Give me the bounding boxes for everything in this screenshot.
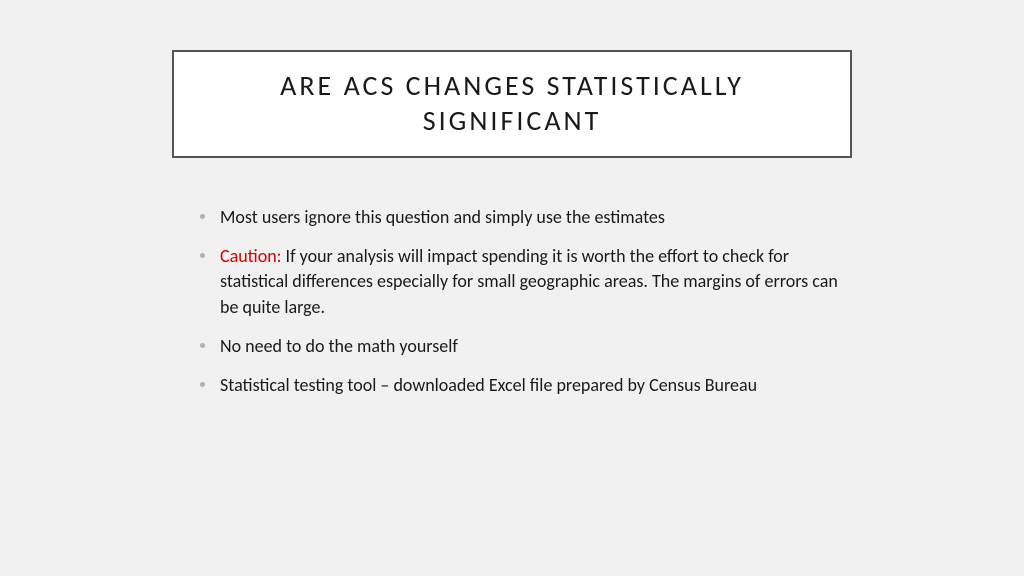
bullet-list: Most users ignore this question and simp… [200,205,840,412]
caution-label: Caution: [220,245,281,267]
slide-title: ARE ACS CHANGES STATISTICALLY SIGNIFICAN… [194,68,830,138]
bullet-dot-icon [200,343,205,348]
bullet-dot-icon [200,382,205,387]
bullet-item: Most users ignore this question and simp… [200,205,840,230]
bullet-text: Most users ignore this question and simp… [220,206,665,228]
bullet-text: If your analysis will impact spending it… [220,245,838,317]
bullet-dot-icon [200,214,205,219]
bullet-dot-icon [200,253,205,258]
bullet-item: Statistical testing tool – downloaded Ex… [200,373,840,398]
bullet-text: Statistical testing tool – downloaded Ex… [220,374,757,396]
slide-title-box: ARE ACS CHANGES STATISTICALLY SIGNIFICAN… [172,50,852,158]
bullet-item: Caution: If your analysis will impact sp… [200,244,840,320]
bullet-text: No need to do the math yourself [220,335,458,357]
bullet-item: No need to do the math yourself [200,334,840,359]
